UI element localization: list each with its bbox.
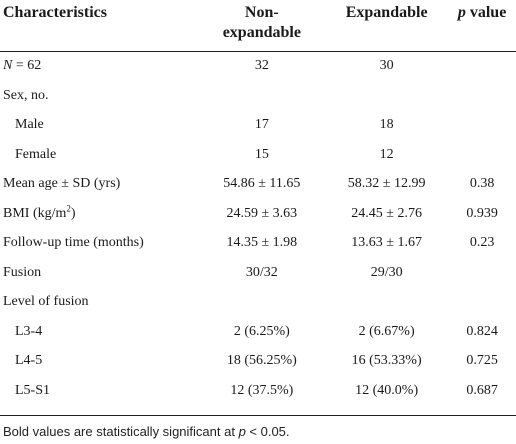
row-label: Female [15,146,57,162]
table-row: Sex, no. [0,81,516,111]
cell-non-expandable: 15 [254,146,269,162]
row-label: Follow-up time (months) [3,235,144,251]
cell-non-expandable: 12 (37.5%) [230,382,294,398]
row-label: Male [15,117,44,133]
cell-non-expandable: 24.59 ± 3.63 [226,205,298,221]
header-non-expandable-line2: expandable [222,24,301,41]
table-row: L3-4 2 (6.25%) 2 (6.67%) 0.824 [0,317,516,347]
row-label-post: ) [70,205,76,221]
table-row: Level of fusion [0,288,516,318]
cell-expandable: 13.63 ± 1.67 [351,235,422,251]
cell-p-value: 0.38 [469,176,495,192]
cell-expandable: 58.32 ± 12.99 [347,176,426,192]
table-body: N = 62 32 30 Sex, no. Male 17 18 Female … [0,51,516,406]
header-non-expandable-line1: Non- [244,4,279,21]
cell-expandable: 18 [379,117,394,133]
row-label-rest: = 62 [12,58,42,74]
cell-expandable: 24.45 ± 2.76 [351,205,422,221]
cell-expandable: 12 [379,146,394,162]
cell-non-expandable: 54.86 ± 11.65 [223,176,301,192]
cell-p-value [448,288,516,318]
characteristics-table: Characteristics Non- expandable Expandab… [0,0,516,406]
cell-p-value [448,51,516,81]
cell-non-expandable: 18 (56.25%) [226,353,297,369]
cell-non-expandable: 14.35 ± 1.98 [226,235,298,251]
table-row: L4-5 18 (56.25%) 16 (53.33%) 0.725 [0,347,516,377]
cell-p-value [448,140,516,170]
cell-p-value: 0.23 [469,235,495,251]
cell-expandable: 16 (53.33%) [351,353,422,369]
cell-expandable: 29/30 [370,264,403,280]
table-row: Female 15 12 [0,140,516,170]
cell-non-expandable: 17 [254,117,269,133]
cell-non-expandable [199,288,326,318]
header-p-value: p value [448,0,516,51]
table-row: Male 17 18 [0,111,516,141]
table-row: Mean age ± SD (yrs) 54.86 ± 11.65 58.32 … [0,170,516,200]
row-label: N = 62 [0,51,199,81]
table-row: BMI (kg/m2) 24.59 ± 3.63 24.45 ± 2.76 0.… [0,199,516,229]
row-label: L5-S1 [15,382,50,398]
cell-expandable [325,288,448,318]
cell-expandable: 12 (40.0%) [355,382,419,398]
cell-p-value: 0.824 [466,323,498,339]
table-row: Follow-up time (months) 14.35 ± 1.98 13.… [0,229,516,259]
cell-non-expandable: 32 [254,58,269,74]
cell-p-value: 0.939 [466,205,498,221]
table-bottom-rule [0,415,516,416]
footnote-post: < 0.05. [245,424,290,439]
cell-expandable: 2 (6.67%) [358,323,415,339]
row-label: Mean age ± SD (yrs) [3,176,121,192]
footnote-pre: Bold values are statistically significan… [3,424,239,439]
cell-non-expandable [199,81,326,111]
table-row: Fusion 30/32 29/30 [0,258,516,288]
cell-p-value [448,258,516,288]
header-p-italic: p [457,4,466,21]
row-label: Sex, no. [3,87,49,103]
row-label: Level of fusion [3,294,89,310]
table-header: Characteristics Non- expandable Expandab… [0,0,516,51]
cell-non-expandable: 2 (6.25%) [233,323,290,339]
row-label: Fusion [3,264,42,280]
header-p-rest: value [465,4,507,21]
cell-non-expandable: 30/32 [245,264,278,280]
row-label: L3-4 [15,323,43,339]
row-label-italic: N [3,58,13,74]
cell-p-value [448,111,516,141]
footnote-italic: p [238,424,246,439]
cell-p-value: 0.687 [466,382,498,398]
row-label: BMI (kg/m2) [0,199,199,229]
row-label-pre: BMI (kg/m [3,205,67,221]
row-label: L4-5 [15,353,43,369]
table-row: L5-S1 12 (37.5%) 12 (40.0%) 0.687 [0,376,516,406]
cell-expandable: 30 [379,58,394,74]
header-characteristics: Characteristics [3,4,107,21]
row-label-superscript: 2 [66,203,71,214]
table-footnote: Bold values are statistically significan… [3,424,290,439]
cell-p-value [448,81,516,111]
cell-p-value: 0.725 [466,353,498,369]
table-row: N = 62 32 30 [0,51,516,81]
header-non-expandable: Non- expandable [199,0,326,51]
header-expandable: Expandable [345,4,428,21]
cell-expandable [325,81,448,111]
